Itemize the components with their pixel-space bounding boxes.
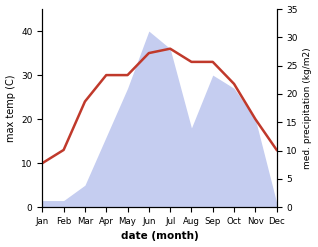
Y-axis label: max temp (C): max temp (C) [5,74,16,142]
X-axis label: date (month): date (month) [121,231,198,242]
Y-axis label: med. precipitation (kg/m2): med. precipitation (kg/m2) [303,47,313,169]
